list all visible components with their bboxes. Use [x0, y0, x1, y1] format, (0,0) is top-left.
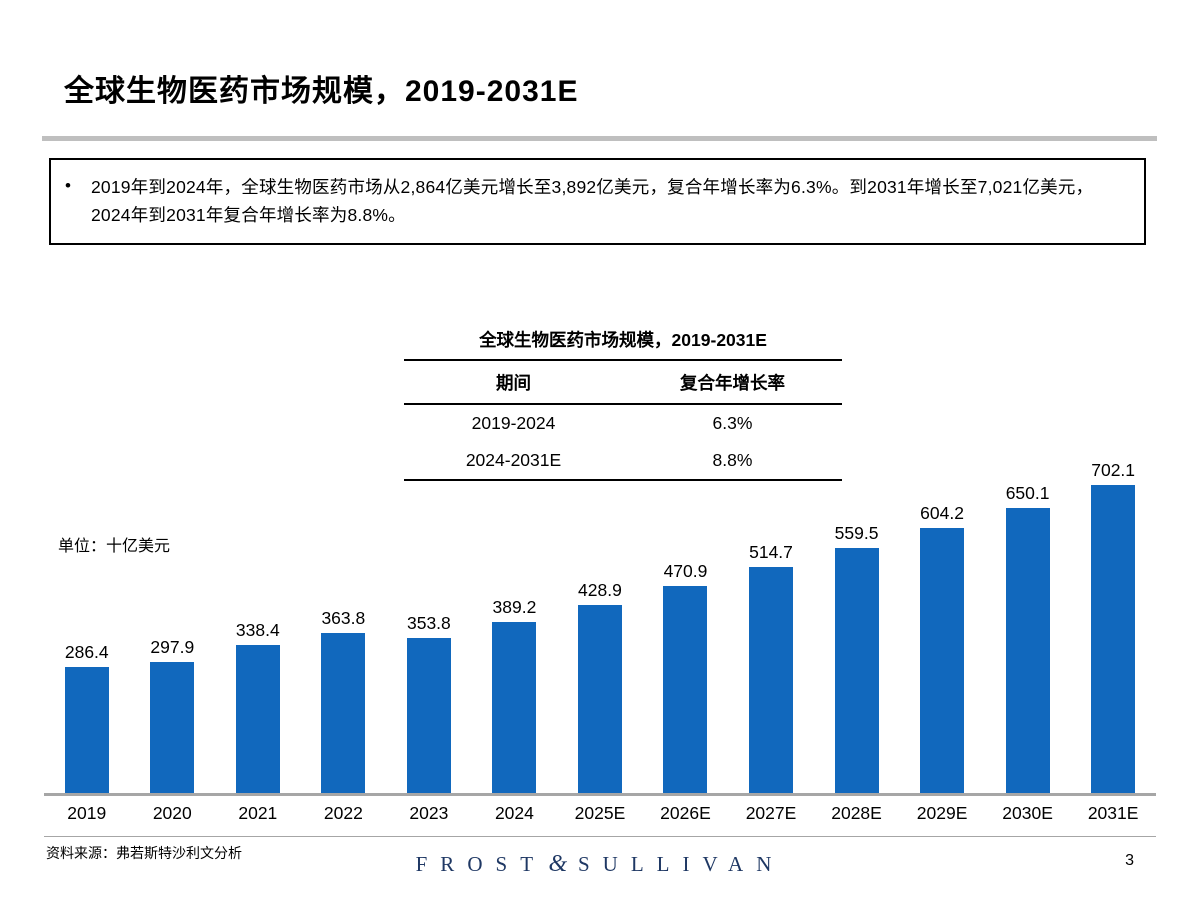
- bar-chart: 286.4 297.9 338.4 363.8 353.8 389.2 428.9 470.9…: [44, 456, 1156, 793]
- cagr-table-row: 2024-2031E 8.8%: [404, 442, 842, 479]
- logo-word-sullivan: SULLIVAN: [577, 852, 785, 876]
- bar-slot-2029E: 604.2: [899, 456, 985, 793]
- x-axis-label: 2025E: [574, 803, 626, 823]
- bar-slot-2020: 297.9: [130, 456, 216, 793]
- bar-value-label: 702.1: [1091, 460, 1136, 480]
- x-axis-label: 2031E: [1087, 803, 1139, 823]
- bar-value-label: 650.1: [1005, 483, 1050, 503]
- bar-value-label: 470.9: [663, 561, 708, 581]
- cagr-rate-value: 8.8%: [712, 450, 753, 470]
- bar: [1005, 508, 1050, 793]
- cagr-rate-value: 6.3%: [712, 413, 753, 433]
- bar: [492, 622, 537, 793]
- bar-slot-2027E: 514.7: [728, 456, 814, 793]
- x-axis-label: 2027E: [745, 803, 797, 823]
- unit-label: 单位：十亿美元: [58, 538, 171, 555]
- bar-value-label: 514.7: [749, 542, 793, 562]
- title-divider: [42, 136, 1157, 141]
- cagr-table-row: 2019-2024 6.3%: [404, 405, 842, 442]
- bullet-marker: •: [65, 176, 71, 195]
- bar: [406, 638, 451, 793]
- bar-slot-2023: 353.8: [386, 456, 472, 793]
- x-axis-label: 2026E: [660, 803, 711, 823]
- x-axis-label: 2023: [409, 803, 449, 823]
- bar-slot-2031E: 702.1: [1070, 456, 1156, 793]
- frost-sullivan-logo: FROST& SULLIVAN: [0, 851, 1200, 878]
- bar-value-label: 428.9: [578, 580, 622, 600]
- cagr-table: 全球生物医药市场规模，2019-2031E 期间 复合年增长率 2019-202…: [404, 327, 842, 481]
- bar: [1091, 485, 1136, 793]
- cagr-table-header-row: 期间 复合年增长率: [404, 361, 842, 405]
- x-axis-label: 2028E: [831, 803, 882, 823]
- bar: [235, 645, 280, 793]
- bar-slot-2030E: 650.1: [985, 456, 1071, 793]
- bar-slot-2019: 286.4: [44, 456, 130, 793]
- bar-slot-2028E: 559.5: [814, 456, 900, 793]
- logo-ampersand: &: [548, 851, 568, 877]
- bar-value-label: 353.8: [406, 613, 451, 633]
- bar-slot-2026E: 470.9: [643, 456, 729, 793]
- bar-slot-2024: 389.2: [472, 456, 558, 793]
- cagr-table-title: 全球生物医药市场规模，2019-2031E: [404, 327, 842, 361]
- page-number: 3: [1125, 852, 1134, 869]
- summary-text: 2019年到2024年，全球生物医药市场从2,864亿美元增长至3,892亿美元…: [91, 177, 1094, 225]
- x-axis-label: 2022: [323, 803, 363, 823]
- bar-value-label: 297.9: [150, 637, 195, 657]
- x-axis-label: 2029E: [916, 803, 968, 823]
- summary-callout-box: • 2019年到2024年，全球生物医药市场从2,864亿美元增长至3,892亿…: [49, 158, 1146, 245]
- bar-value-label: 559.5: [834, 523, 879, 543]
- bar-value-label: 604.2: [920, 503, 964, 523]
- bar: [749, 567, 794, 793]
- cagr-period-value: 2024-2031E: [465, 450, 562, 470]
- x-axis-label: 2021: [238, 803, 278, 823]
- cagr-header-period: 期间: [496, 373, 531, 393]
- x-axis-label: 2024: [494, 803, 534, 823]
- page-title: 全球生物医药市场规模，2019-2031E: [64, 75, 579, 108]
- bar-slot-2022: 363.8: [301, 456, 387, 793]
- bar-value-label: 286.4: [64, 642, 109, 662]
- x-axis-label: 2020: [152, 803, 192, 823]
- bar-slot-2021: 338.4: [215, 456, 301, 793]
- footer-divider: [44, 836, 1156, 837]
- bar-value-label: 389.2: [492, 597, 537, 617]
- x-axis-labels: 2019 2020 2021 2022 2023 2024 2025E 2026E 2027E 2…: [44, 803, 1156, 824]
- logo-word-frost: FROST: [415, 852, 547, 876]
- bar: [920, 528, 965, 793]
- bar-slot-2025E: 428.9: [557, 456, 643, 793]
- bar-value-label: 363.8: [321, 608, 366, 628]
- bar-value-label: 338.4: [235, 620, 280, 640]
- source-note: 资料来源：弗若斯特沙利文分析: [46, 845, 242, 861]
- cagr-period-value: 2019-2024: [471, 413, 556, 433]
- cagr-header-rate: 复合年增长率: [680, 373, 785, 393]
- x-axis-line: [44, 793, 1156, 796]
- bar: [663, 586, 708, 793]
- bar: [64, 667, 109, 793]
- bar: [577, 605, 622, 793]
- bar: [321, 633, 366, 793]
- bar: [150, 662, 195, 793]
- x-axis-label: 2019: [67, 803, 107, 823]
- x-axis-label: 2030E: [1002, 803, 1053, 823]
- bar: [834, 548, 879, 793]
